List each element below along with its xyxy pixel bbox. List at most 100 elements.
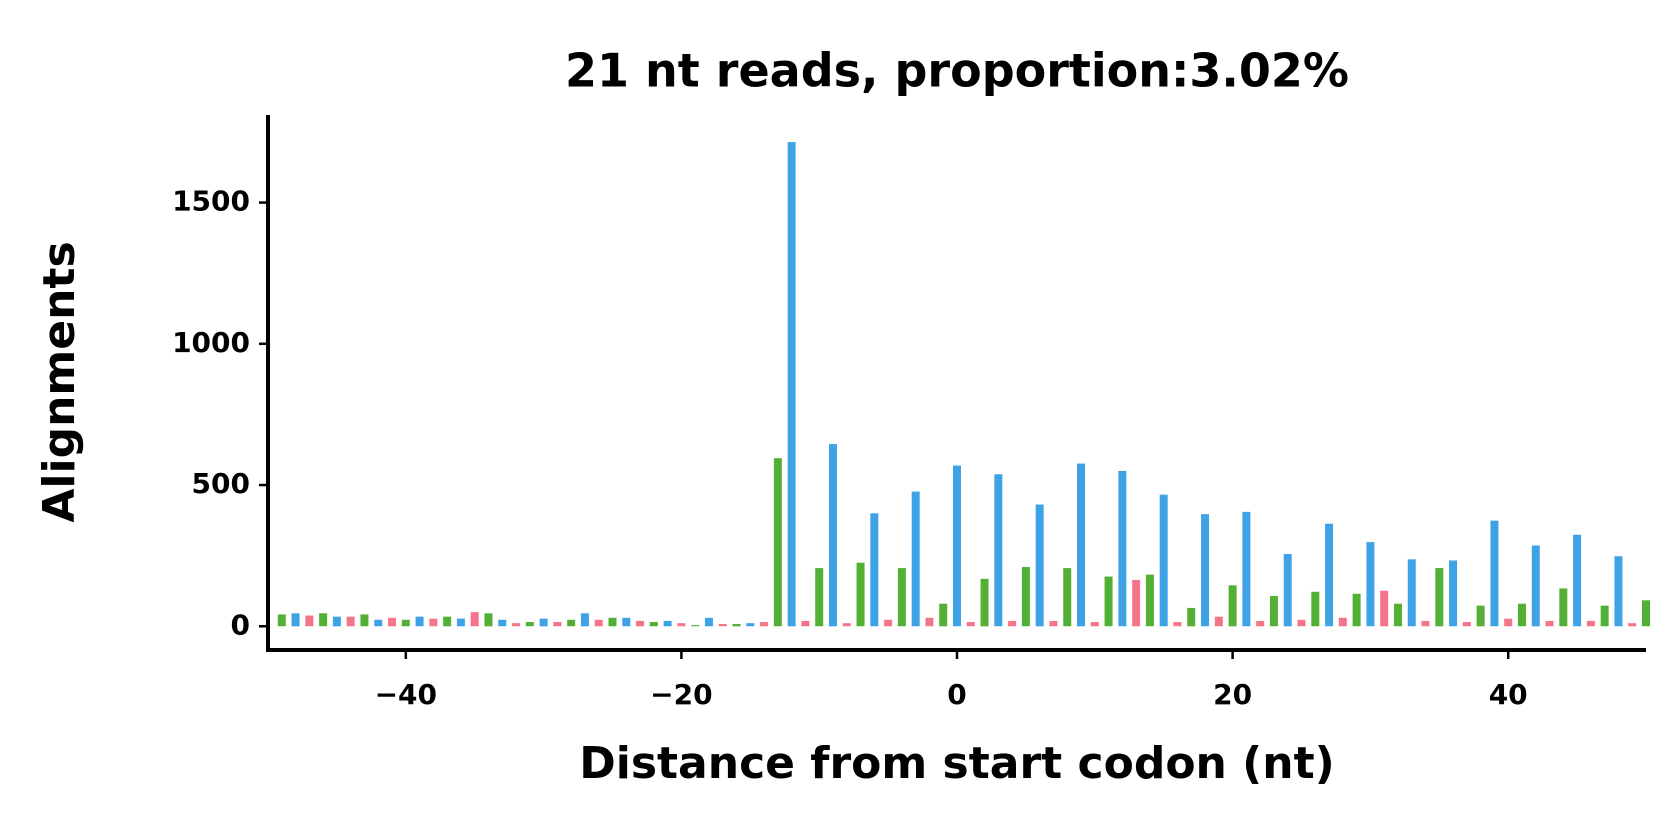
bar <box>1159 494 1168 627</box>
bar <box>305 615 314 627</box>
bar <box>1090 622 1099 627</box>
bar <box>1077 463 1086 627</box>
bar <box>622 617 631 627</box>
bar <box>787 142 796 627</box>
bar <box>1352 593 1361 627</box>
bar <box>1573 534 1582 627</box>
bar <box>704 617 713 627</box>
y-tick-label: 500 <box>192 467 250 500</box>
bar <box>1600 605 1609 627</box>
bar <box>1173 622 1182 627</box>
bar <box>1559 588 1568 627</box>
bar <box>1642 600 1650 627</box>
bar <box>291 613 300 627</box>
x-axis-label: Distance from start codon (nt) <box>579 738 1335 789</box>
bar <box>691 625 700 627</box>
bar <box>484 613 493 627</box>
bar <box>374 619 383 627</box>
y-tick-label: 1000 <box>172 326 250 359</box>
bar <box>1228 585 1237 627</box>
plot-area: 0 500 1000 1500 −40 −20 0 20 40 <box>172 115 1650 711</box>
bar <box>718 624 727 627</box>
bar <box>594 619 603 627</box>
bar <box>842 623 851 627</box>
bar <box>401 619 410 627</box>
bar <box>1490 520 1499 627</box>
bar <box>925 617 934 627</box>
y-tick-label: 0 <box>231 608 250 641</box>
bar <box>1035 504 1044 627</box>
bar <box>1021 566 1030 627</box>
bar <box>1008 620 1017 627</box>
bar <box>953 465 961 627</box>
bar <box>470 612 479 627</box>
bar <box>1187 607 1196 627</box>
bar <box>443 616 452 627</box>
bar <box>1462 622 1471 627</box>
bar <box>429 618 438 627</box>
bar <box>1393 603 1402 627</box>
bar <box>1531 545 1540 627</box>
bar <box>1132 579 1141 627</box>
bar <box>732 624 741 627</box>
bar <box>346 616 355 627</box>
bar <box>1063 568 1072 627</box>
bar <box>663 620 672 627</box>
bar <box>897 568 906 627</box>
bar <box>1104 576 1113 627</box>
bar <box>911 491 920 627</box>
bar <box>1407 559 1416 627</box>
bar <box>1325 523 1334 627</box>
bar <box>677 623 686 627</box>
bar <box>580 613 589 627</box>
bar <box>1366 542 1375 627</box>
bar <box>870 513 879 627</box>
bar <box>608 617 617 627</box>
bar <box>1311 591 1320 627</box>
bar <box>856 562 865 627</box>
bar <box>415 616 424 627</box>
y-axis-label: Alignments <box>34 241 85 522</box>
chart-title: 21 nt reads, proportion:3.02% <box>565 44 1349 98</box>
bar <box>1269 596 1278 627</box>
x-tick-label: 40 <box>1489 678 1528 711</box>
x-tick-label: 20 <box>1213 678 1252 711</box>
bar <box>649 622 658 627</box>
bar <box>1380 590 1389 627</box>
bar <box>1256 620 1265 627</box>
bar <box>828 444 837 627</box>
bar <box>966 622 975 627</box>
bar <box>1118 470 1127 627</box>
bar <box>1201 514 1210 627</box>
bar <box>884 619 893 627</box>
bar <box>539 618 548 627</box>
bar <box>1242 511 1251 627</box>
bar <box>1297 619 1306 627</box>
bar <box>525 622 534 627</box>
bar <box>773 458 782 627</box>
bar <box>1421 620 1430 627</box>
y-tick-label: 1500 <box>172 185 250 218</box>
bar <box>1614 556 1623 627</box>
bar <box>567 619 576 627</box>
bar <box>388 617 397 627</box>
bar <box>636 620 645 627</box>
bar <box>512 623 521 627</box>
bar <box>1628 623 1637 627</box>
bar <box>277 614 286 627</box>
bar <box>1586 620 1595 627</box>
bar <box>760 622 769 627</box>
bar <box>360 614 369 627</box>
bar <box>456 618 465 627</box>
bar <box>980 578 989 627</box>
bar <box>319 613 328 627</box>
bar <box>1517 603 1526 627</box>
bar <box>1145 574 1154 627</box>
x-tick-label: 0 <box>947 678 966 711</box>
bar <box>1049 620 1058 627</box>
x-tick-label: −40 <box>375 678 437 711</box>
x-tick-label: −20 <box>650 678 712 711</box>
bar <box>1214 616 1223 627</box>
bar <box>994 474 1003 627</box>
bar <box>1449 560 1458 627</box>
